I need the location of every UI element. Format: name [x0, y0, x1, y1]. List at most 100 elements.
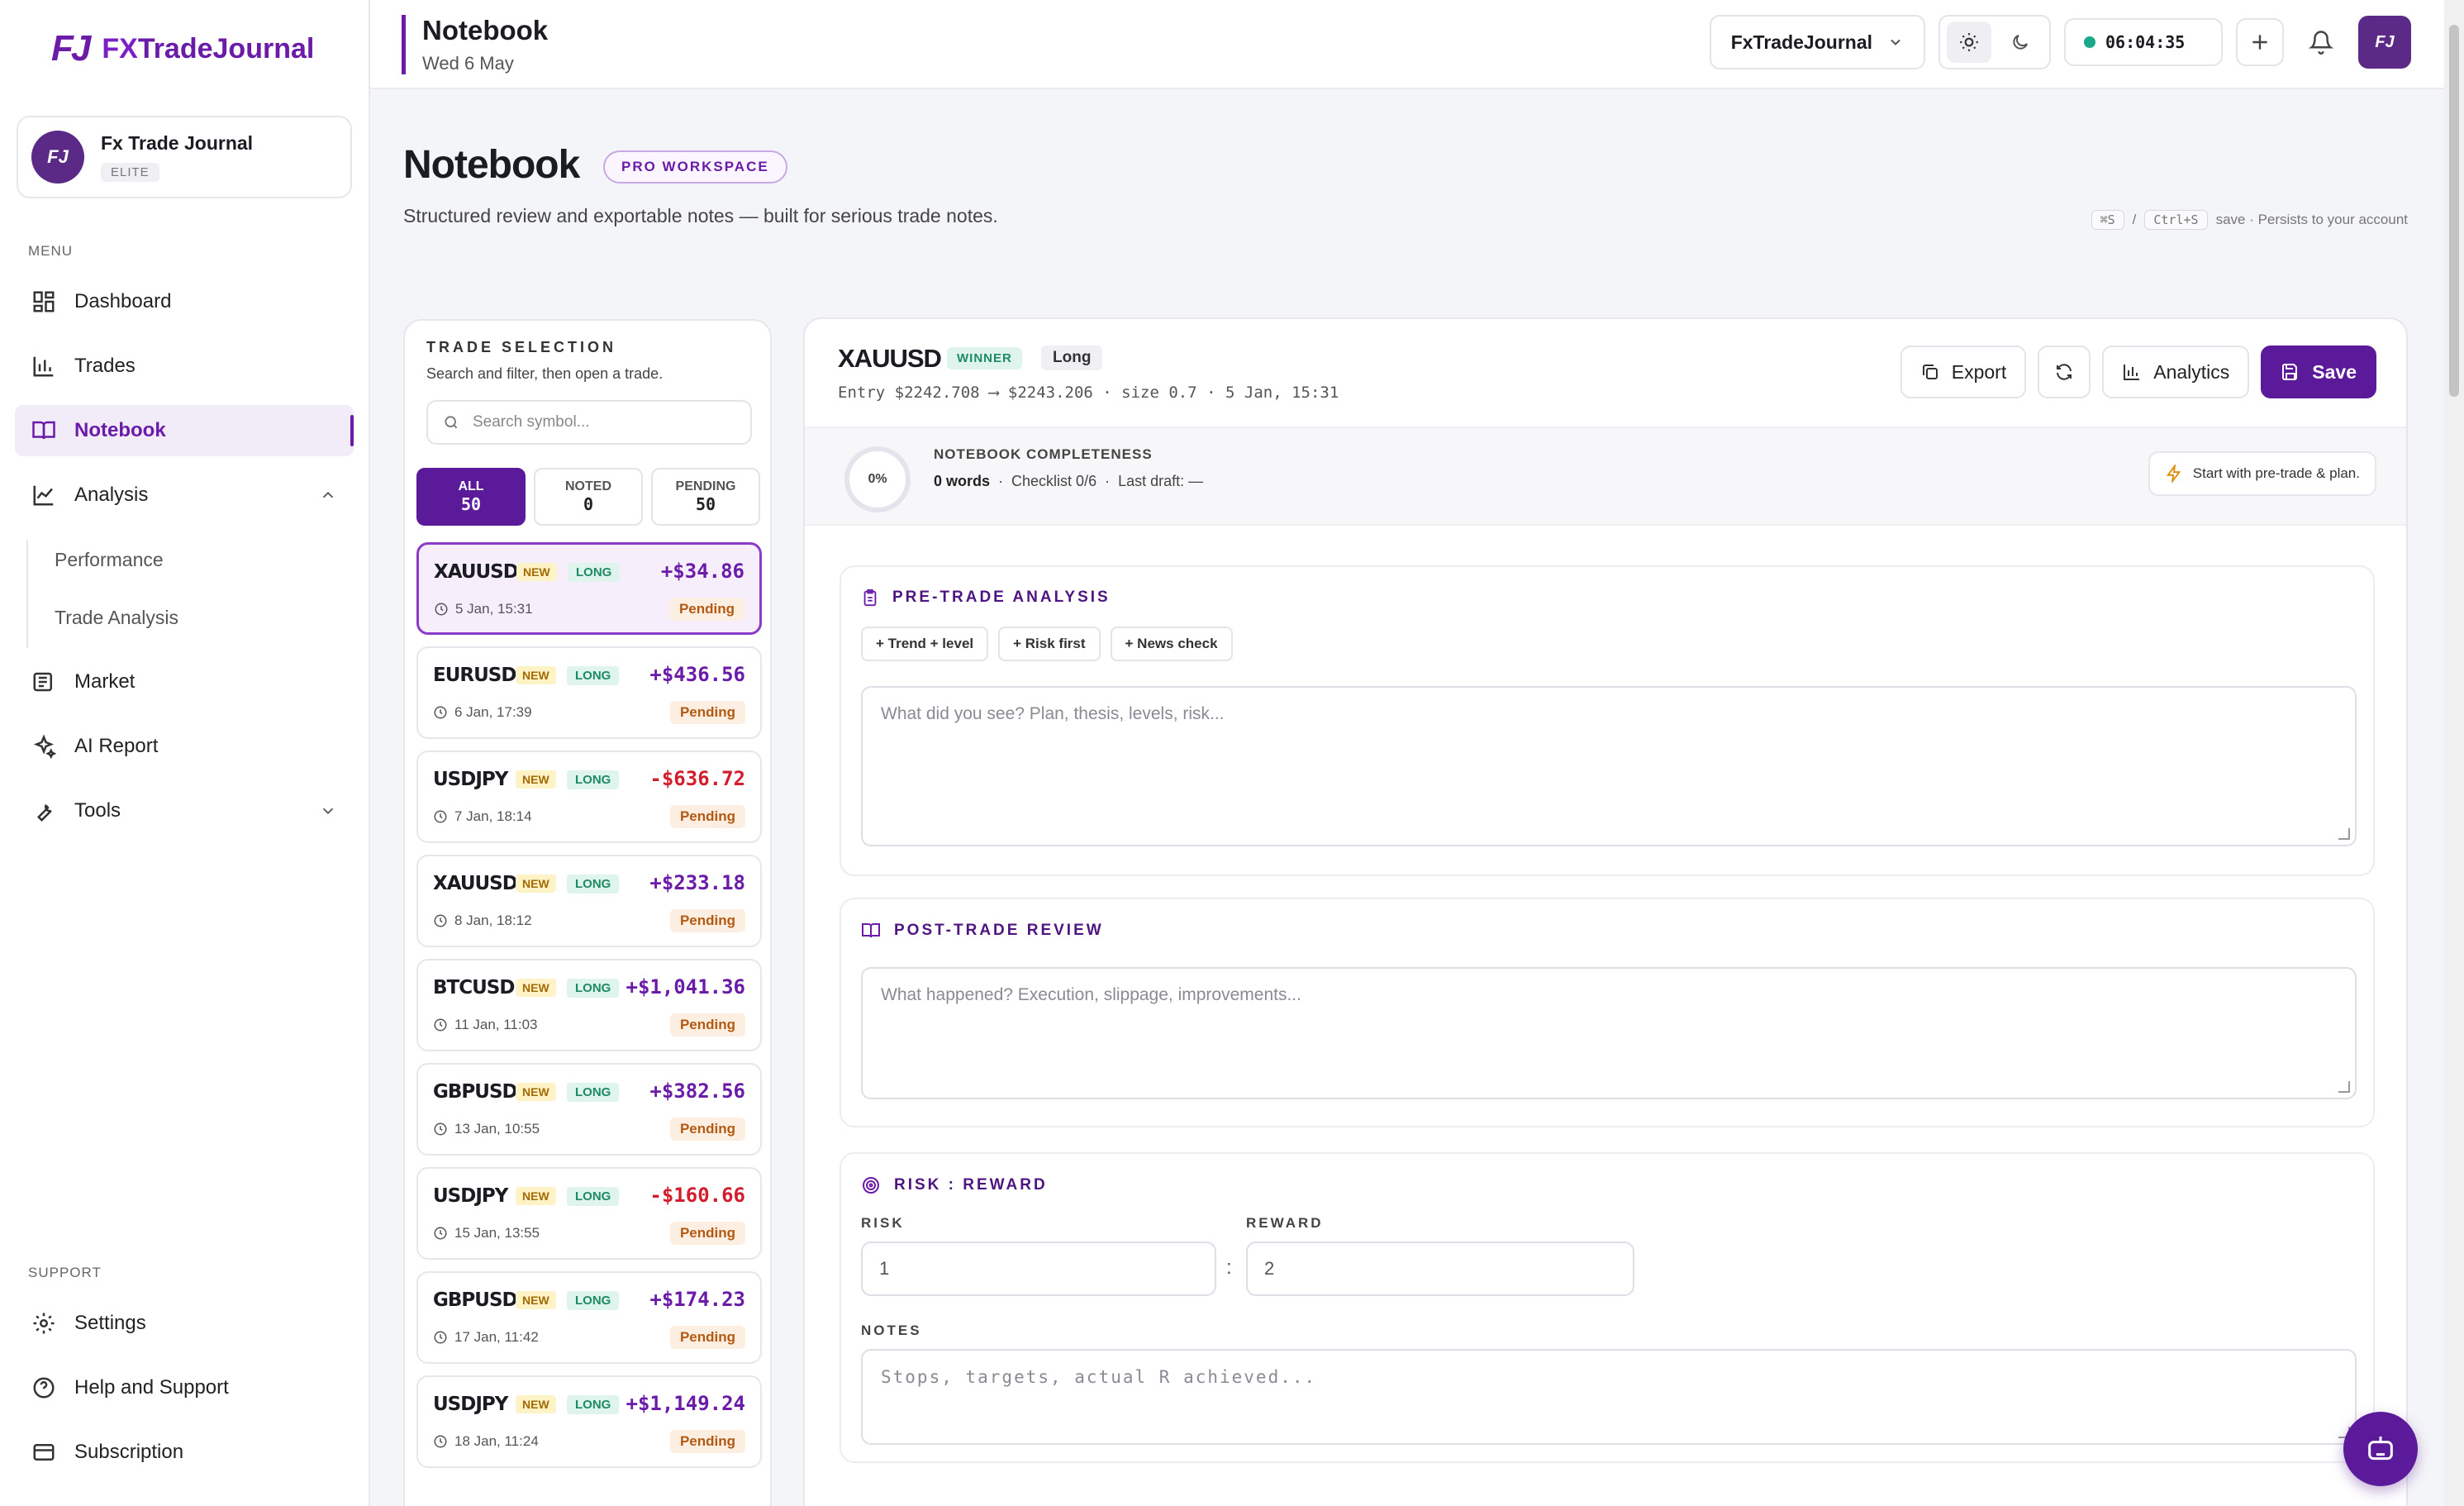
status-badge: Pending — [669, 805, 745, 828]
trade-list-item[interactable]: USDJPY NEW LONG +$1,149.24 18 Jan, 11:24 Pend… — [416, 1375, 762, 1468]
grid-icon — [33, 291, 55, 312]
new-badge: NEW — [516, 770, 556, 789]
topbar-title-block: Notebook Wed 6 May — [402, 15, 548, 74]
sidebar-item-help[interactable]: Help and Support — [15, 1362, 354, 1413]
book-icon — [32, 421, 55, 440]
dark-mode-button[interactable] — [1998, 21, 2043, 63]
clock-icon — [434, 706, 447, 719]
pretrade-section: PRE-TRADE ANALYSIS + Trend + level + Ris… — [840, 565, 2375, 876]
sidebar-item-settings[interactable]: Settings — [15, 1298, 354, 1349]
trade-pnl: -$636.72 — [649, 767, 745, 790]
risk-input[interactable]: 1 — [861, 1241, 1216, 1296]
sidebar-item-trades[interactable]: Trades — [15, 341, 354, 392]
trade-list-item[interactable]: GBPUSD NEW LONG +$382.56 13 Jan, 10:55 Pendin… — [416, 1063, 762, 1156]
sidebar-item-label: Help and Support — [74, 1376, 229, 1399]
trade-symbol: USDJPY — [433, 769, 508, 790]
refresh-icon — [2057, 364, 2072, 380]
sidebar-item-label: Dashboard — [74, 290, 172, 312]
trade-symbol: GBPUSD — [433, 1081, 518, 1103]
sidebar-item-label: Notebook — [74, 419, 166, 441]
sidebar-subitem-trade-analysis[interactable]: Trade Analysis — [55, 607, 178, 628]
trade-date: 5 Jan, 15:31 — [434, 601, 533, 617]
chip-risk-first[interactable]: + Risk first — [998, 627, 1101, 661]
posttrade-textarea[interactable]: What happened? Execution, slippage, impr… — [861, 967, 2357, 1099]
sidebar-subitem-performance[interactable]: Performance — [55, 549, 164, 570]
support-section-label: SUPPORT — [28, 1265, 102, 1280]
notifications-button[interactable] — [2297, 18, 2345, 66]
side-badge: LONG — [567, 1083, 620, 1102]
pretrade-textarea[interactable]: What did you see? Plan, thesis, levels, … — [861, 686, 2357, 846]
plus-icon — [2252, 35, 2267, 50]
sidebar-item-market[interactable]: Market — [15, 656, 354, 708]
help-icon — [33, 1377, 55, 1399]
sidebar-item-analysis[interactable]: Analysis — [15, 469, 354, 521]
trade-list-item[interactable]: USDJPY NEW LONG -$160.66 15 Jan, 13:55 Pendin… — [416, 1167, 762, 1260]
status-badge: Pending — [669, 1430, 745, 1453]
trade-date: 8 Jan, 18:12 — [433, 913, 532, 929]
posttrade-heading: POST-TRADE REVIEW — [861, 921, 1104, 941]
refresh-button[interactable] — [2038, 346, 2091, 398]
word-count: 0 words — [934, 473, 991, 489]
scrollbar-thumb[interactable] — [2449, 25, 2459, 397]
trade-date: 17 Jan, 11:42 — [433, 1329, 539, 1346]
light-mode-button[interactable] — [1947, 21, 1991, 63]
trade-selection-panel: TRADE SELECTION Search and filter, then … — [403, 319, 772, 1506]
sidebar-item-label: Analysis — [74, 484, 149, 506]
new-badge: NEW — [516, 1395, 556, 1413]
symbol-search-input[interactable]: Search symbol... — [426, 400, 752, 445]
side-badge: LONG — [568, 563, 621, 582]
trade-list-item[interactable]: EURUSD NEW LONG +$436.56 6 Jan, 17:39 Pending — [416, 646, 762, 739]
sidebar-item-subscription[interactable]: Subscription — [15, 1427, 354, 1478]
reward-input[interactable]: 2 — [1246, 1241, 1634, 1296]
add-button[interactable] — [2236, 18, 2284, 66]
side-badge: LONG — [567, 770, 620, 789]
trade-list-item[interactable]: USDJPY NEW LONG -$636.72 7 Jan, 18:14 Pending — [416, 751, 762, 843]
trade-symbol: GBPUSD — [433, 1289, 518, 1311]
sidebar-item-dashboard[interactable]: Dashboard — [15, 276, 354, 327]
risk-label: RISK — [861, 1215, 905, 1231]
brand-logo[interactable]: FJ FXTradeJournal — [51, 28, 314, 69]
page-scrollbar[interactable] — [2444, 0, 2464, 1506]
trade-date: 15 Jan, 13:55 — [433, 1225, 540, 1241]
search-icon — [445, 416, 458, 429]
trade-list-item[interactable]: BTCUSD NEW LONG +$1,041.36 11 Jan, 11:03 Pend… — [416, 959, 762, 1051]
sidebar-item-ai-report[interactable]: AI Report — [15, 721, 354, 772]
sidebar-item-notebook[interactable]: Notebook — [15, 405, 354, 456]
filter-tab-all[interactable]: ALL 50 — [416, 468, 526, 526]
trade-list-item[interactable]: XAUUSD NEW LONG +$233.18 8 Jan, 18:12 Pending — [416, 855, 762, 947]
brand-name: FXTradeJournal — [102, 32, 315, 64]
clipboard-icon — [863, 589, 877, 607]
save-icon — [2282, 364, 2298, 380]
workspace-select-value: FxTradeJournal — [1730, 31, 1872, 53]
line-chart-icon — [33, 485, 54, 506]
chip-news-check[interactable]: + News check — [1110, 627, 1233, 661]
trade-actions: Export Analytics Save — [1900, 346, 2376, 398]
save-button[interactable]: Save — [2261, 346, 2376, 398]
workspace-select[interactable]: FxTradeJournal — [1709, 15, 1925, 69]
start-pretrade-button[interactable]: Start with pre-trade & plan. — [2148, 451, 2376, 496]
user-avatar[interactable]: FJ — [2358, 16, 2411, 69]
status-badge: Pending — [669, 909, 745, 932]
trade-list-item[interactable]: GBPUSD NEW LONG +$174.23 17 Jan, 11:42 Pendin… — [416, 1271, 762, 1364]
brand-mark: FJ — [51, 28, 91, 69]
account-name: Fx Trade Journal — [101, 132, 254, 154]
account-card[interactable]: FJ Fx Trade Journal ELITE — [17, 116, 352, 198]
gear-icon — [33, 1313, 55, 1334]
filter-tab-pending[interactable]: PENDING 50 — [651, 468, 760, 526]
bot-icon — [2368, 1437, 2393, 1461]
floating-assistant-button[interactable] — [2343, 1412, 2418, 1486]
export-button[interactable]: Export — [1900, 346, 2027, 398]
sidebar-item-label: Trades — [74, 355, 136, 377]
filter-tab-noted[interactable]: NOTED 0 — [534, 468, 643, 526]
trade-pnl: +$436.56 — [649, 663, 745, 686]
trade-notebook-card: XAUUSD WINNER Long Entry $2242.708 ⟶ $22… — [803, 317, 2408, 1506]
topbar-date: Wed 6 May — [422, 53, 514, 74]
sidebar-item-label: Market — [74, 670, 136, 693]
rr-notes-textarea[interactable]: Stops, targets, actual R achieved... — [861, 1349, 2357, 1445]
chip-trend-level[interactable]: + Trend + level — [861, 627, 989, 661]
sidebar-item-tools[interactable]: Tools — [15, 785, 354, 836]
sidebar-item-label: Tools — [74, 799, 121, 822]
page-title: Notebook — [403, 143, 580, 187]
analytics-button[interactable]: Analytics — [2102, 346, 2250, 398]
trade-list-item[interactable]: XAUUSD NEW LONG +$34.86 5 Jan, 15:31 Pending — [416, 542, 762, 635]
